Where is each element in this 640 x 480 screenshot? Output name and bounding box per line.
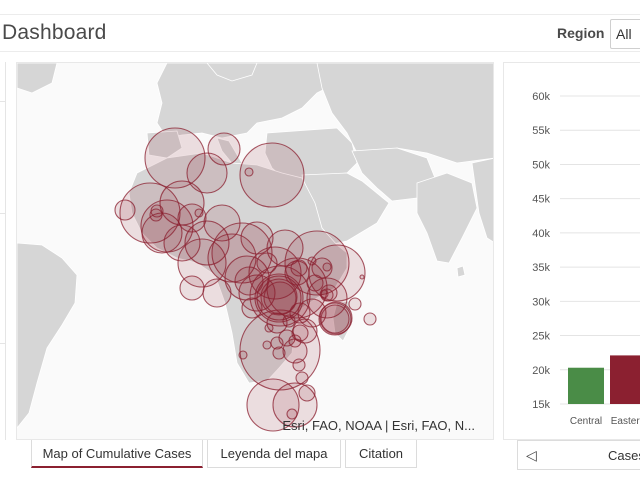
y-tick-label: 50k bbox=[532, 159, 550, 171]
case-bubble[interactable] bbox=[256, 252, 278, 274]
south-america-landmass bbox=[17, 242, 78, 429]
left-panel-segment bbox=[0, 214, 6, 344]
case-bubble[interactable] bbox=[262, 340, 272, 350]
left-collapsed-panel bbox=[0, 62, 6, 440]
north-landmass bbox=[206, 63, 258, 82]
case-bubble[interactable] bbox=[244, 167, 254, 177]
case-bubbles bbox=[114, 127, 377, 432]
case-bubble[interactable] bbox=[359, 274, 365, 280]
case-bubble[interactable] bbox=[319, 301, 353, 335]
case-bubble[interactable] bbox=[322, 262, 332, 272]
case-bubble[interactable] bbox=[291, 324, 309, 342]
page-title: Dashboard bbox=[2, 21, 107, 44]
bar-central[interactable] bbox=[568, 367, 604, 404]
map-canvas[interactable] bbox=[17, 63, 494, 440]
region-select[interactable]: All bbox=[610, 19, 640, 49]
y-tick-label: 45k bbox=[532, 194, 550, 206]
cases-chart-panel: 60k 55k 50k 45k 40k 35k 30k 25k 20k 15k Central Eas… bbox=[503, 62, 640, 440]
case-bubble[interactable] bbox=[249, 265, 311, 327]
case-bubble[interactable] bbox=[163, 224, 201, 262]
case-bubble[interactable] bbox=[144, 127, 206, 189]
case-bubble[interactable] bbox=[260, 278, 298, 316]
case-bubble[interactable] bbox=[306, 277, 348, 319]
x-tick-label: Eastern bbox=[611, 416, 640, 427]
case-bubble[interactable] bbox=[264, 323, 274, 333]
y-tick-label: 25k bbox=[532, 331, 550, 343]
case-bubble[interactable] bbox=[282, 338, 308, 364]
case-bubble[interactable] bbox=[289, 302, 311, 324]
case-bubble[interactable] bbox=[307, 256, 317, 266]
case-bubble[interactable] bbox=[239, 309, 321, 391]
case-bubble[interactable] bbox=[239, 142, 305, 208]
case-bubble[interactable] bbox=[348, 297, 362, 311]
case-bubble[interactable] bbox=[177, 238, 227, 288]
case-bubble[interactable] bbox=[320, 304, 350, 334]
y-tick-label: 20k bbox=[532, 365, 550, 377]
y-tick-label: 30k bbox=[532, 296, 550, 308]
x-tick-label: Central bbox=[570, 416, 602, 427]
southeast-asia-landmass bbox=[471, 158, 493, 243]
top-left-landmass bbox=[17, 63, 58, 94]
case-bubble[interactable] bbox=[207, 132, 241, 166]
case-bubble[interactable] bbox=[263, 281, 297, 315]
y-tick-label: 55k bbox=[532, 125, 550, 137]
cases-bar-chart: 60k 55k 50k 45k 40k 35k 30k 25k 20k 15k Central Eas… bbox=[532, 91, 640, 427]
sri-lanka-landmass bbox=[456, 265, 466, 278]
case-bubble[interactable] bbox=[240, 221, 274, 255]
case-bubble[interactable] bbox=[320, 284, 338, 302]
case-bubble[interactable] bbox=[298, 384, 316, 402]
case-bubble[interactable] bbox=[272, 382, 318, 428]
case-bubble[interactable] bbox=[272, 346, 286, 360]
left-panel-segment bbox=[0, 62, 6, 102]
chart-tab-bar: ◁ Cases bbox=[517, 440, 640, 470]
tab-cases[interactable]: Cases bbox=[608, 448, 640, 463]
case-bubble[interactable] bbox=[194, 208, 204, 218]
region-filter-label: Region bbox=[557, 25, 605, 41]
tab-citation[interactable]: Citation bbox=[345, 440, 417, 468]
case-bubble[interactable] bbox=[363, 312, 377, 326]
bar-eastern[interactable] bbox=[610, 355, 640, 404]
tab-map-of-cumulative-cases[interactable]: Map of Cumulative Cases bbox=[31, 440, 203, 468]
triangle-left-icon[interactable]: ◁ bbox=[526, 447, 537, 463]
case-bubble[interactable] bbox=[177, 203, 207, 233]
y-tick-label: 40k bbox=[532, 228, 550, 240]
case-bubble[interactable] bbox=[202, 278, 232, 308]
case-bubble[interactable] bbox=[295, 371, 309, 385]
case-bubble[interactable] bbox=[286, 408, 298, 420]
iberia-landmass bbox=[146, 130, 183, 159]
case-bubble[interactable] bbox=[184, 220, 230, 266]
india-landmass bbox=[416, 172, 478, 264]
y-tick-label: 35k bbox=[532, 262, 550, 274]
map-panel[interactable]: Esri, FAO, NOAA | Esri, FAO, N... bbox=[16, 62, 494, 440]
case-bubble[interactable] bbox=[234, 266, 264, 296]
left-panel-segment bbox=[0, 102, 6, 214]
y-tick-label: 15k bbox=[532, 399, 550, 411]
dashboard-header: Dashboard Region All bbox=[0, 14, 640, 52]
case-bubble[interactable] bbox=[292, 358, 306, 372]
tab-leyenda-del-mapa[interactable]: Leyenda del mapa bbox=[207, 440, 341, 468]
case-bubble[interactable] bbox=[179, 275, 205, 301]
case-bubble[interactable] bbox=[318, 302, 352, 336]
y-tick-label: 60k bbox=[532, 91, 550, 103]
case-bubble[interactable] bbox=[254, 273, 304, 323]
madagascar-landmass bbox=[332, 300, 354, 342]
case-bubble[interactable] bbox=[238, 350, 248, 360]
case-bubble[interactable] bbox=[114, 199, 136, 221]
map-attribution: Esri, FAO, NOAA | Esri, FAO, N... bbox=[282, 418, 475, 433]
case-bubble[interactable] bbox=[150, 204, 164, 218]
